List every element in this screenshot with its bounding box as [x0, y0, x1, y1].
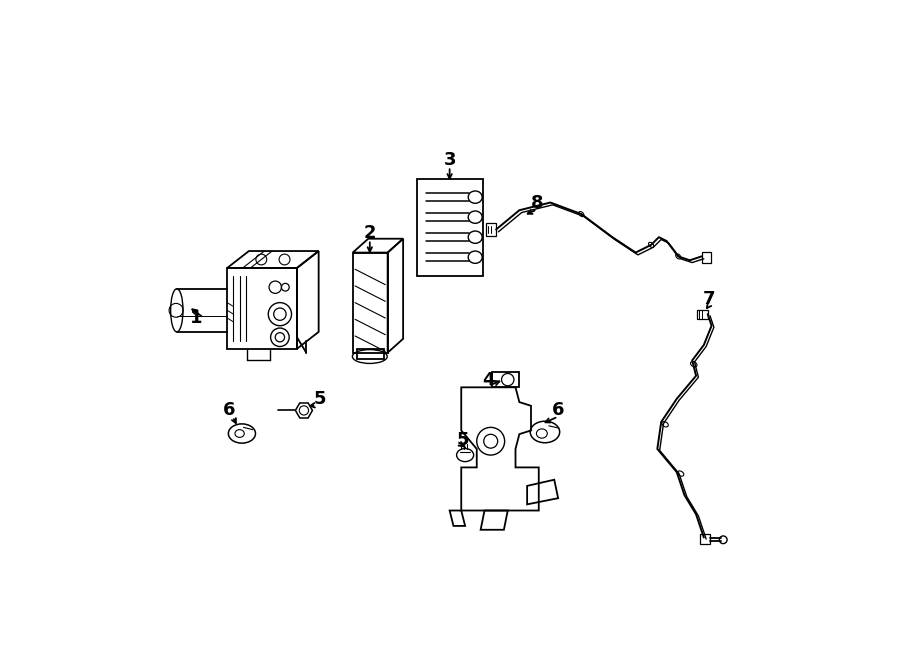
- Text: 5: 5: [313, 390, 326, 408]
- Text: 6: 6: [222, 401, 235, 420]
- Text: 3: 3: [444, 151, 456, 169]
- Text: 5: 5: [456, 431, 469, 449]
- Text: 8: 8: [531, 194, 544, 212]
- Text: 6: 6: [552, 401, 564, 420]
- Text: 7: 7: [703, 290, 716, 308]
- Text: 1: 1: [190, 309, 203, 327]
- Text: 2: 2: [364, 224, 376, 243]
- Text: 4: 4: [482, 371, 495, 389]
